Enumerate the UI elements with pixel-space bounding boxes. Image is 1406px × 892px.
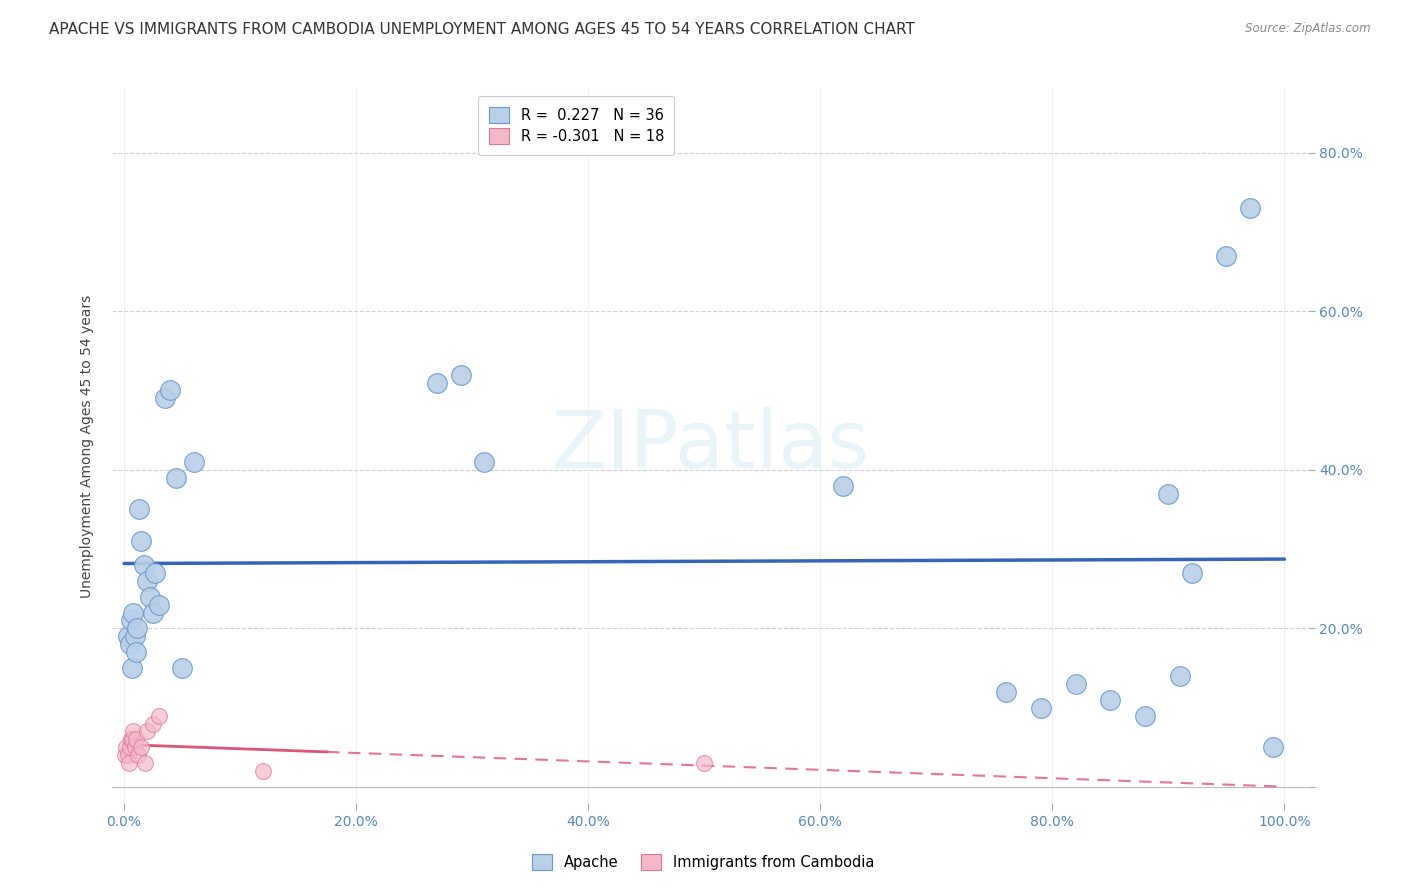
Point — [124, 740, 146, 755]
Point — [1029, 700, 1052, 714]
Point — [132, 558, 155, 572]
Point — [183, 455, 205, 469]
Point — [159, 384, 181, 398]
Point — [124, 629, 146, 643]
Point — [118, 637, 141, 651]
Point — [125, 621, 148, 635]
Point — [426, 376, 449, 390]
Point — [1215, 249, 1237, 263]
Point — [117, 748, 139, 763]
Point — [114, 748, 136, 763]
Point — [165, 471, 187, 485]
Point — [121, 732, 143, 747]
Point — [125, 645, 148, 659]
Point — [131, 534, 153, 549]
Point — [832, 478, 855, 492]
Point — [148, 708, 170, 723]
Point — [1239, 201, 1261, 215]
Point — [142, 606, 165, 620]
Point — [1133, 708, 1156, 723]
Point — [138, 590, 160, 604]
Point — [122, 606, 145, 620]
Y-axis label: Unemployment Among Ages 45 to 54 years: Unemployment Among Ages 45 to 54 years — [80, 294, 94, 598]
Point — [118, 740, 141, 755]
Text: ZIPatlas: ZIPatlas — [551, 407, 869, 485]
Point — [145, 566, 167, 580]
Point — [1099, 692, 1122, 706]
Point — [148, 598, 170, 612]
Point — [1064, 677, 1087, 691]
Point — [1168, 669, 1191, 683]
Point — [125, 732, 148, 747]
Point — [1180, 566, 1202, 580]
Point — [120, 614, 142, 628]
Point — [142, 716, 165, 731]
Point — [153, 392, 176, 406]
Point — [136, 724, 159, 739]
Point — [134, 756, 156, 771]
Point — [127, 748, 149, 763]
Point — [136, 574, 159, 588]
Text: APACHE VS IMMIGRANTS FROM CAMBODIA UNEMPLOYMENT AMONG AGES 45 TO 54 YEARS CORREL: APACHE VS IMMIGRANTS FROM CAMBODIA UNEMP… — [49, 22, 915, 37]
Point — [128, 502, 150, 516]
Text: Source: ZipAtlas.com: Source: ZipAtlas.com — [1246, 22, 1371, 36]
Point — [1261, 740, 1284, 755]
Point — [252, 764, 274, 778]
Point — [122, 724, 145, 739]
Point — [117, 629, 139, 643]
Point — [994, 685, 1017, 699]
Legend: Apache, Immigrants from Cambodia: Apache, Immigrants from Cambodia — [526, 848, 880, 876]
Point — [131, 740, 153, 755]
Legend: R =  0.227   N = 36, R = -0.301   N = 18: R = 0.227 N = 36, R = -0.301 N = 18 — [478, 96, 673, 154]
Point — [1157, 486, 1180, 500]
Point — [121, 661, 143, 675]
Point — [172, 661, 194, 675]
Point — [118, 756, 141, 771]
Point — [450, 368, 472, 382]
Point — [115, 740, 138, 755]
Point — [693, 756, 716, 771]
Point — [120, 732, 142, 747]
Point — [472, 455, 495, 469]
